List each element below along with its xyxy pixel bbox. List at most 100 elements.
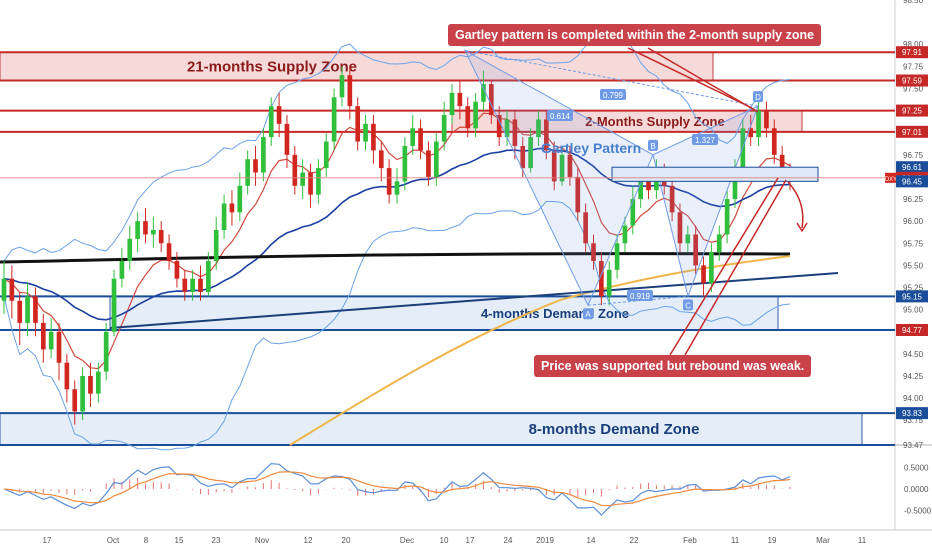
candle-body — [583, 212, 588, 244]
candle-body — [465, 106, 471, 129]
candle-body — [198, 278, 203, 292]
candle-body — [316, 168, 321, 195]
candle-body — [158, 230, 164, 244]
candle-body — [481, 84, 486, 102]
candle-body — [575, 176, 581, 213]
y-tick-label: 95.00 — [903, 306, 924, 315]
candle-body — [536, 119, 541, 138]
sma-orange-line — [289, 255, 791, 446]
arrow-gartley-2 — [647, 47, 759, 113]
candle-body — [551, 150, 557, 182]
x-tick-label: 17 — [43, 536, 52, 545]
price-label-box — [896, 104, 928, 117]
price-label-box — [896, 290, 928, 303]
candle-body — [347, 75, 353, 107]
candle-body — [724, 199, 730, 235]
candle-body — [56, 331, 62, 363]
x-tick-label: 20 — [342, 536, 351, 545]
candle-body — [253, 159, 258, 173]
candle-body — [95, 371, 101, 394]
candle-body — [135, 221, 140, 239]
candle-body — [638, 181, 643, 200]
candle-body — [701, 265, 706, 284]
candle-body — [567, 154, 573, 177]
x-tick-label: 11 — [858, 536, 867, 545]
x-tick-label: 10 — [440, 536, 449, 545]
arrow-support-2 — [684, 179, 787, 356]
x-tick-label: 12 — [304, 536, 313, 545]
gartley-point-marker — [683, 299, 693, 311]
oscillator-tick-label: -0.5000 — [904, 507, 932, 516]
candle-body — [394, 181, 400, 195]
oscillator-signal-line — [3, 471, 791, 507]
candle-body — [504, 119, 510, 138]
instrument-tag: DXY — [885, 177, 897, 183]
x-tick-label: 23 — [212, 536, 221, 545]
candle-body — [386, 168, 392, 195]
candle-body — [276, 106, 282, 124]
bollinger-upper — [3, 25, 791, 262]
candle-body — [72, 389, 78, 412]
zone-label: 2-Months Supply Zone — [585, 114, 724, 129]
gartley-ratio-label: 0.614 — [550, 112, 571, 121]
candle-body — [143, 221, 148, 235]
gartley-point-marker — [583, 308, 593, 320]
zone-demand-2 — [109, 295, 779, 331]
x-tick-label: Dec — [400, 536, 414, 545]
candle-body — [339, 75, 345, 98]
candle-body — [488, 84, 494, 116]
ema-fast-line — [3, 112, 791, 370]
candle-body — [48, 331, 54, 350]
trend-line — [109, 272, 839, 329]
candle-body — [80, 375, 85, 412]
instrument-tag-box — [885, 172, 898, 183]
x-tick-label: 17 — [466, 536, 475, 545]
candle-body — [433, 141, 439, 177]
x-tick-label: Nov — [255, 536, 269, 545]
candle-body — [111, 278, 117, 332]
price-label-box — [896, 46, 928, 59]
y-tick-label: 95.25 — [903, 284, 924, 293]
candle-body — [182, 278, 188, 292]
y-tick-label: 96.25 — [903, 195, 924, 204]
candle-body — [449, 92, 455, 116]
candle-body — [669, 185, 675, 213]
y-tick-label: 98.50 — [903, 0, 924, 5]
candle-body — [9, 278, 15, 301]
gartley-point-marker — [753, 91, 763, 103]
gartley-point-label: A — [585, 310, 591, 319]
y-tick-label: 93.47 — [903, 441, 924, 450]
bollinger-lower — [3, 201, 791, 451]
candle-body — [756, 110, 761, 138]
price-label: 97.01 — [902, 128, 923, 137]
x-tick-label: Feb — [683, 536, 697, 545]
candle-body — [292, 154, 298, 186]
candle-body — [331, 97, 337, 142]
y-tick-label: 96.75 — [903, 151, 924, 160]
gartley-point-label: D — [755, 93, 761, 102]
sma-black-line — [0, 252, 791, 264]
price-label-box — [896, 175, 928, 188]
candle-body — [418, 128, 423, 151]
candle-body — [599, 260, 604, 297]
candle-body — [441, 115, 447, 142]
candle-body — [622, 225, 628, 244]
x-tick-label: Mar — [816, 536, 830, 545]
x-tick-label: 8 — [144, 536, 149, 545]
candle-body — [229, 203, 235, 213]
x-tick-label: 19 — [768, 536, 777, 545]
candle-body — [284, 123, 290, 155]
candle-body — [402, 145, 408, 182]
arrow-gartley-1 — [627, 47, 753, 109]
candle-body — [685, 234, 691, 244]
zone-label: 4-months Demand Zone — [481, 306, 629, 321]
candle-body — [1, 278, 7, 301]
candle-body — [206, 260, 211, 292]
candle-body — [473, 101, 478, 129]
candle-body — [300, 172, 306, 186]
gartley-point-label: C — [685, 301, 691, 310]
gartley-ratio-label: 0.919 — [630, 292, 651, 301]
zone-demand-3 — [0, 412, 863, 446]
candle-body — [614, 243, 620, 270]
